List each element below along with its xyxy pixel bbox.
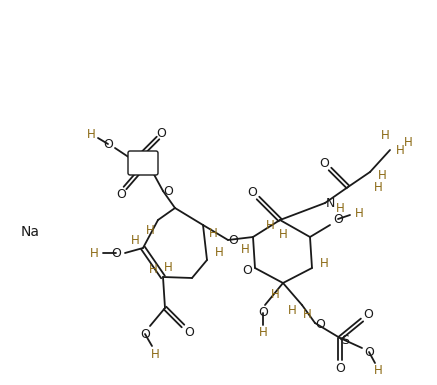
- Text: O: O: [335, 362, 345, 375]
- Text: H: H: [378, 169, 386, 181]
- Text: O: O: [242, 263, 252, 276]
- Text: O: O: [319, 156, 329, 169]
- Text: H: H: [146, 224, 154, 236]
- Text: O: O: [363, 308, 373, 320]
- Text: Na: Na: [21, 225, 39, 239]
- Text: H: H: [266, 219, 274, 231]
- Text: H: H: [288, 303, 296, 316]
- Text: H: H: [319, 256, 328, 270]
- Text: O: O: [116, 187, 126, 201]
- Text: H: H: [163, 261, 172, 273]
- Text: H: H: [279, 228, 288, 241]
- Text: H: H: [149, 263, 157, 276]
- Text: H: H: [208, 226, 217, 239]
- Text: H: H: [90, 246, 98, 259]
- Text: H: H: [241, 243, 250, 256]
- Text: O: O: [315, 318, 325, 331]
- Text: O: O: [156, 127, 166, 139]
- Text: H: H: [303, 308, 312, 321]
- Text: O: O: [140, 328, 150, 340]
- Text: H: H: [87, 127, 95, 141]
- Text: S: S: [341, 333, 349, 347]
- Text: H: H: [336, 201, 344, 214]
- Text: H: H: [151, 348, 160, 362]
- Text: O: O: [163, 184, 173, 198]
- Text: O: O: [247, 186, 257, 199]
- Text: AdS: AdS: [133, 158, 153, 168]
- Text: O: O: [111, 246, 121, 259]
- Text: N: N: [325, 196, 335, 209]
- Text: O: O: [184, 325, 194, 338]
- Text: O: O: [333, 213, 343, 226]
- Text: H: H: [215, 246, 223, 258]
- Text: H: H: [354, 206, 364, 219]
- Text: O: O: [103, 137, 113, 151]
- Text: H: H: [395, 144, 404, 156]
- FancyBboxPatch shape: [128, 151, 158, 175]
- Text: O: O: [228, 233, 238, 246]
- Text: H: H: [131, 233, 139, 246]
- Text: H: H: [374, 363, 382, 377]
- Text: H: H: [374, 181, 382, 194]
- Text: O: O: [258, 306, 268, 320]
- Text: H: H: [381, 129, 389, 142]
- Text: H: H: [404, 136, 413, 149]
- Text: O: O: [364, 345, 374, 358]
- Text: H: H: [259, 326, 267, 340]
- Text: H: H: [271, 288, 279, 301]
